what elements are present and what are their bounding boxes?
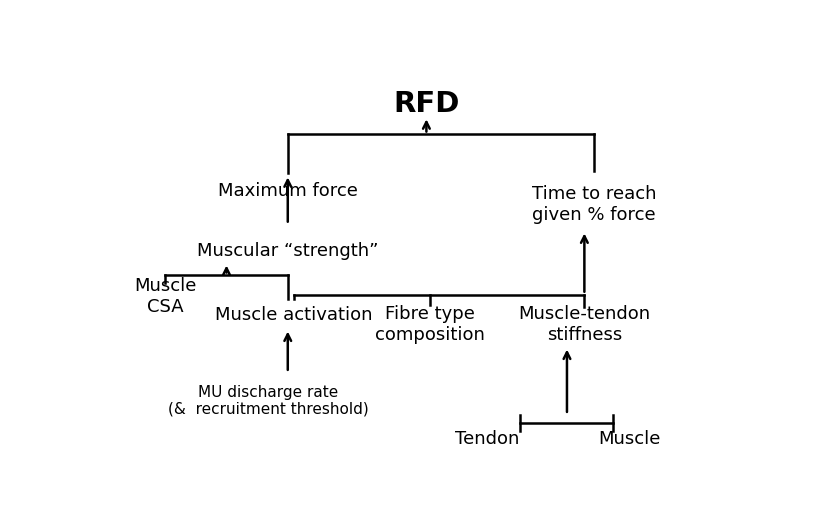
Text: Fibre type
composition: Fibre type composition bbox=[374, 305, 484, 344]
Text: MU discharge rate
(&  recruitment threshold): MU discharge rate (& recruitment thresho… bbox=[168, 384, 369, 417]
Text: RFD: RFD bbox=[394, 90, 459, 119]
Text: Muscle-tendon
stiffness: Muscle-tendon stiffness bbox=[518, 305, 651, 344]
Text: Tendon: Tendon bbox=[455, 430, 520, 448]
Text: Muscle
CSA: Muscle CSA bbox=[134, 277, 196, 316]
Text: Muscular “strength”: Muscular “strength” bbox=[197, 242, 379, 259]
Text: Muscle: Muscle bbox=[598, 430, 661, 448]
Text: Maximum force: Maximum force bbox=[218, 181, 358, 200]
Text: Time to reach
given % force: Time to reach given % force bbox=[532, 185, 656, 224]
Text: Muscle activation: Muscle activation bbox=[215, 306, 373, 323]
